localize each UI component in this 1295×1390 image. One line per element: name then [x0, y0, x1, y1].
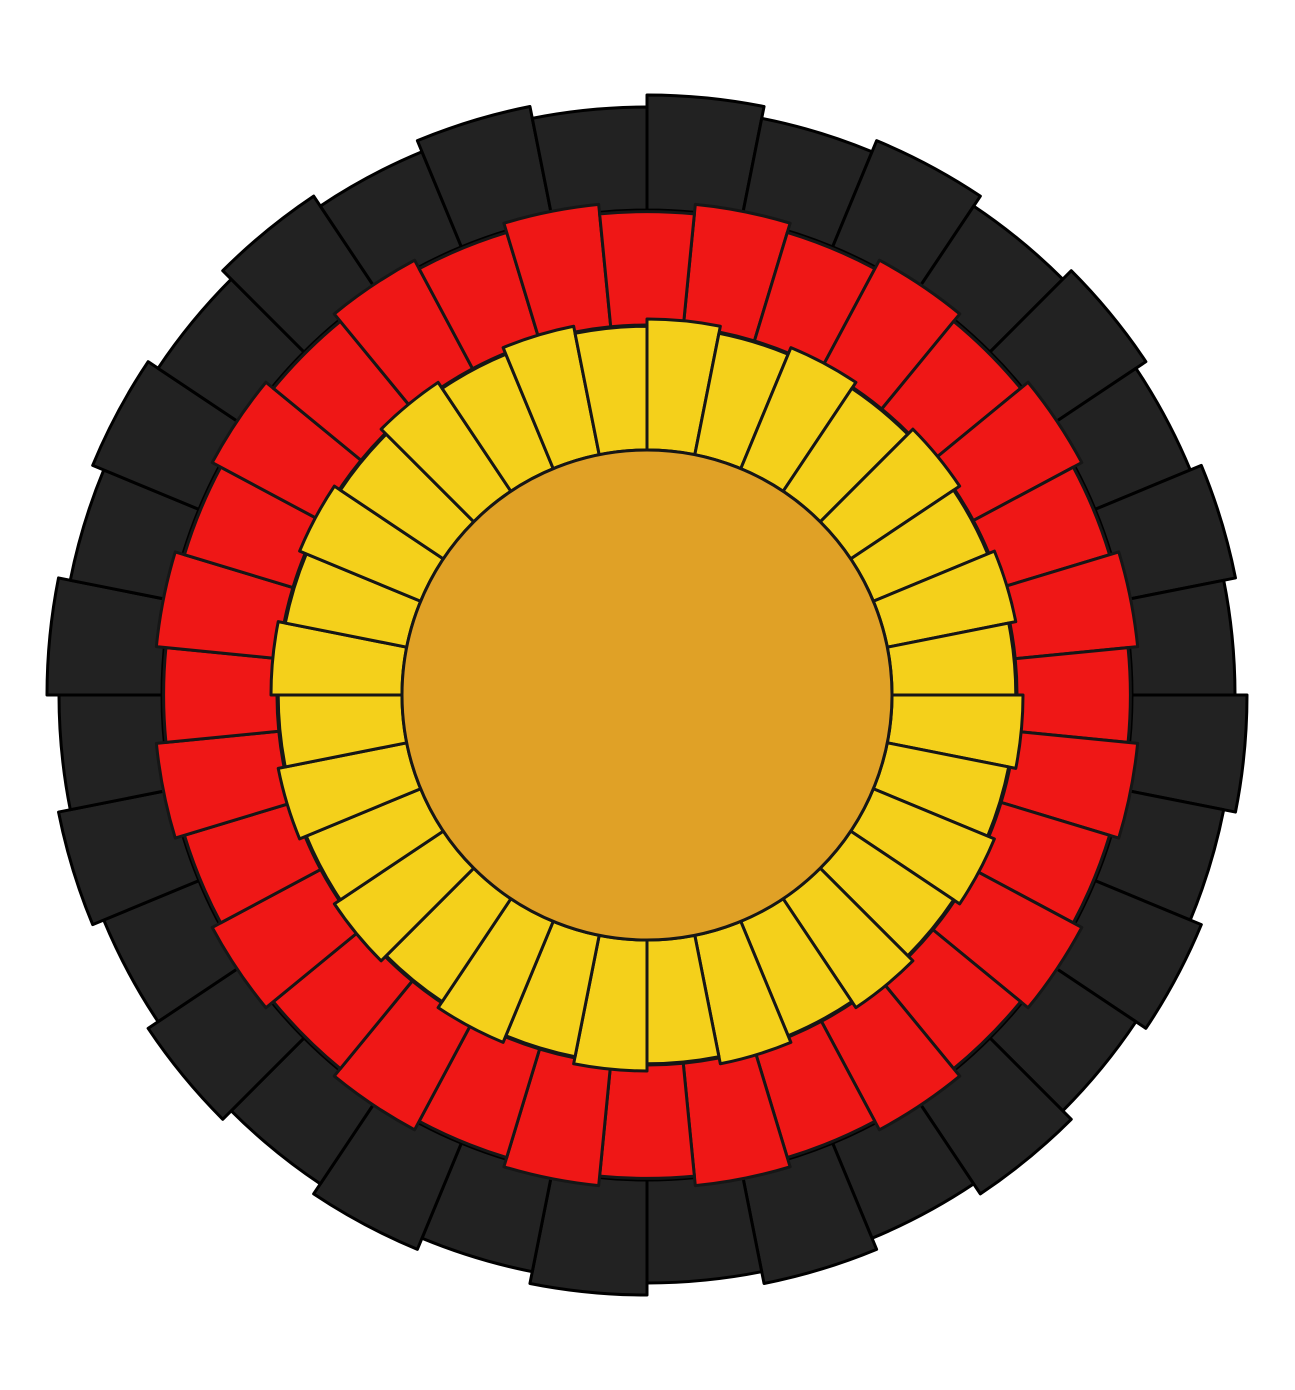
red-ring-segment	[600, 212, 695, 327]
rosette-canvas	[0, 0, 1295, 1390]
red-ring-segment	[1015, 648, 1130, 743]
rosette-svg	[0, 0, 1295, 1390]
black-ring-segment	[1123, 580, 1235, 695]
black-ring-segment	[647, 1171, 762, 1283]
red-ring-segment	[164, 648, 279, 743]
red-ring-segment	[600, 1063, 695, 1178]
center-circle	[402, 450, 892, 940]
black-ring-segment	[532, 107, 647, 219]
black-ring-segment	[59, 695, 171, 810]
